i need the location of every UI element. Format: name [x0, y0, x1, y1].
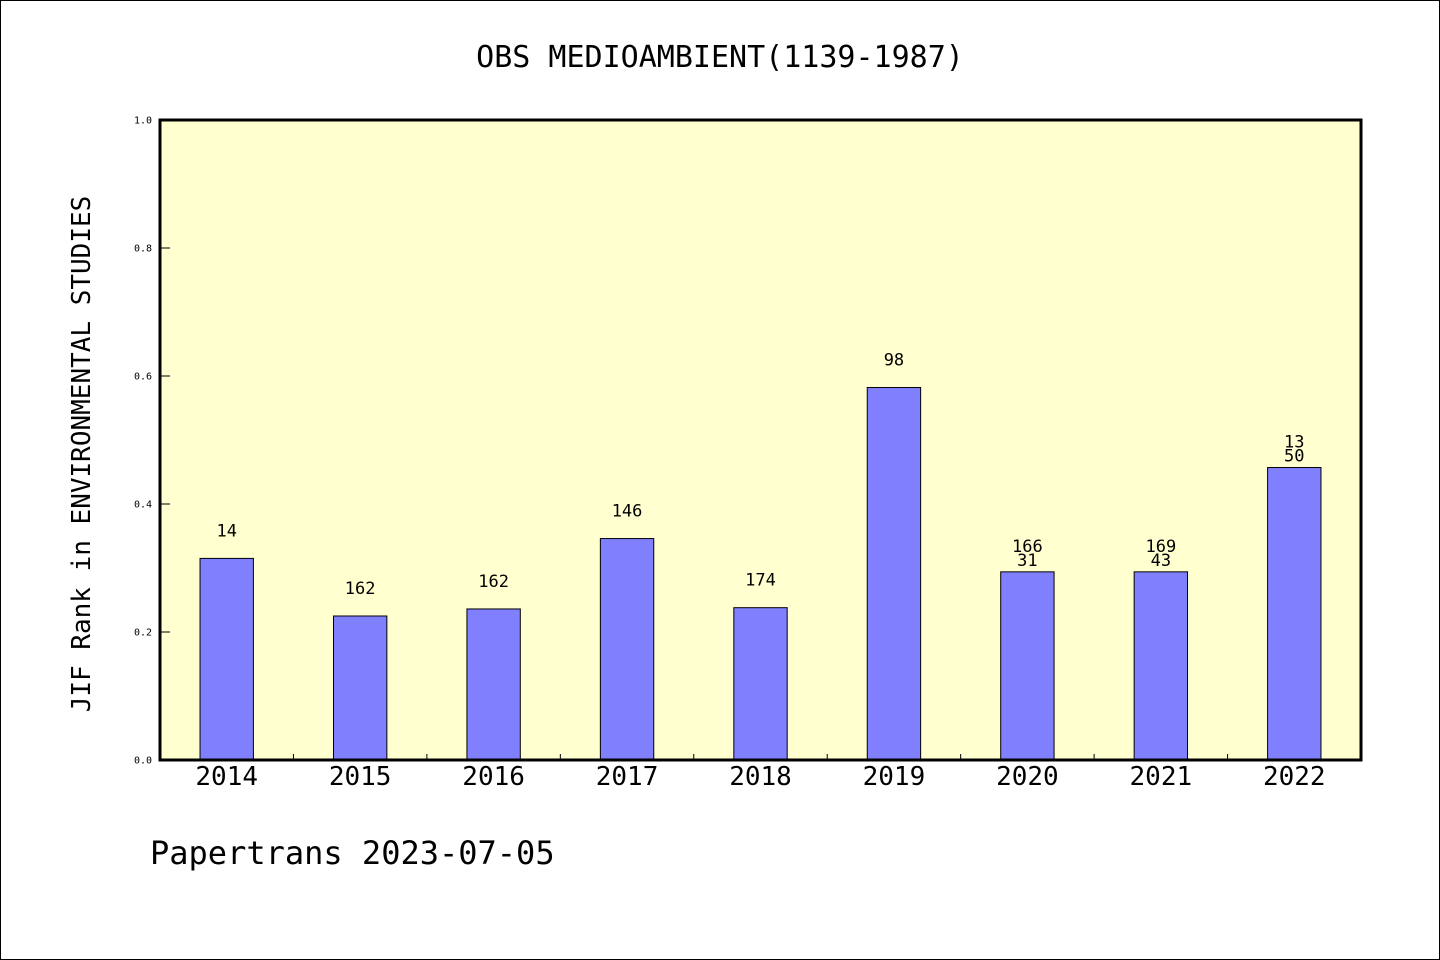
y-tick-label: 0.0 [134, 756, 152, 767]
y-axis-label: JIF Rank in ENVIRONMENTAL STUDIES [67, 196, 97, 713]
bar-annotation: 169 [1145, 537, 1176, 557]
x-tick-label: 2017 [596, 762, 659, 792]
bar-annotation: 43 [1151, 551, 1171, 571]
y-tick-label: 0.4 [134, 500, 152, 511]
x-tick-label: 2020 [996, 762, 1059, 792]
bar-annotation: 162 [345, 579, 376, 599]
bar-annotation: 50 [1284, 447, 1304, 467]
footer-text: Papertrans 2023-07-05 [150, 834, 555, 872]
bar-annotation: 146 [612, 502, 643, 522]
bar-annotation: 31 [1017, 551, 1037, 571]
bar-annotation: 174 [745, 571, 776, 591]
y-tick-label: 0.6 [134, 372, 152, 383]
plot-border [158, 118, 1363, 762]
x-axis-ticks: 2014 2015 2016 2017 2018 2019 2020 2021 2022 [195, 754, 1326, 792]
x-tick-label: 2015 [329, 762, 392, 792]
bar-2020 [1000, 571, 1055, 761]
x-tick-label: 2018 [729, 762, 792, 792]
x-tick-label: 2022 [1263, 762, 1326, 792]
x-tick-label: 2021 [1130, 762, 1193, 792]
bar-annotation: 13 [1284, 433, 1304, 453]
chart-title: OBS MEDIOAMBIENT(1139-1987) [476, 40, 964, 75]
bar-2016 [466, 608, 521, 761]
bar-2021 [1133, 571, 1189, 761]
y-axis-ticks: 0.0 0.2 0.4 0.6 0.8 1.0 [134, 116, 170, 767]
bar-annotation: 98 [884, 351, 904, 371]
x-tick-label: 2019 [863, 762, 926, 792]
bar-2019 [866, 387, 922, 761]
y-tick-label: 1.0 [134, 116, 152, 127]
y-tick-label: 0.8 [134, 244, 152, 255]
x-tick-label: 2014 [195, 762, 258, 792]
bar-annotation: 162 [478, 572, 509, 592]
bar-2018 [733, 607, 788, 761]
bar-2022 [1267, 467, 1322, 761]
y-tick-label: 0.2 [134, 628, 152, 639]
bar-2015 [332, 615, 388, 761]
bar-2017 [599, 538, 655, 761]
bar-annotation: 166 [1012, 537, 1043, 557]
bar-annotation: 14 [216, 521, 236, 541]
x-tick-label: 2016 [462, 762, 525, 792]
bar-2014 [199, 557, 254, 761]
